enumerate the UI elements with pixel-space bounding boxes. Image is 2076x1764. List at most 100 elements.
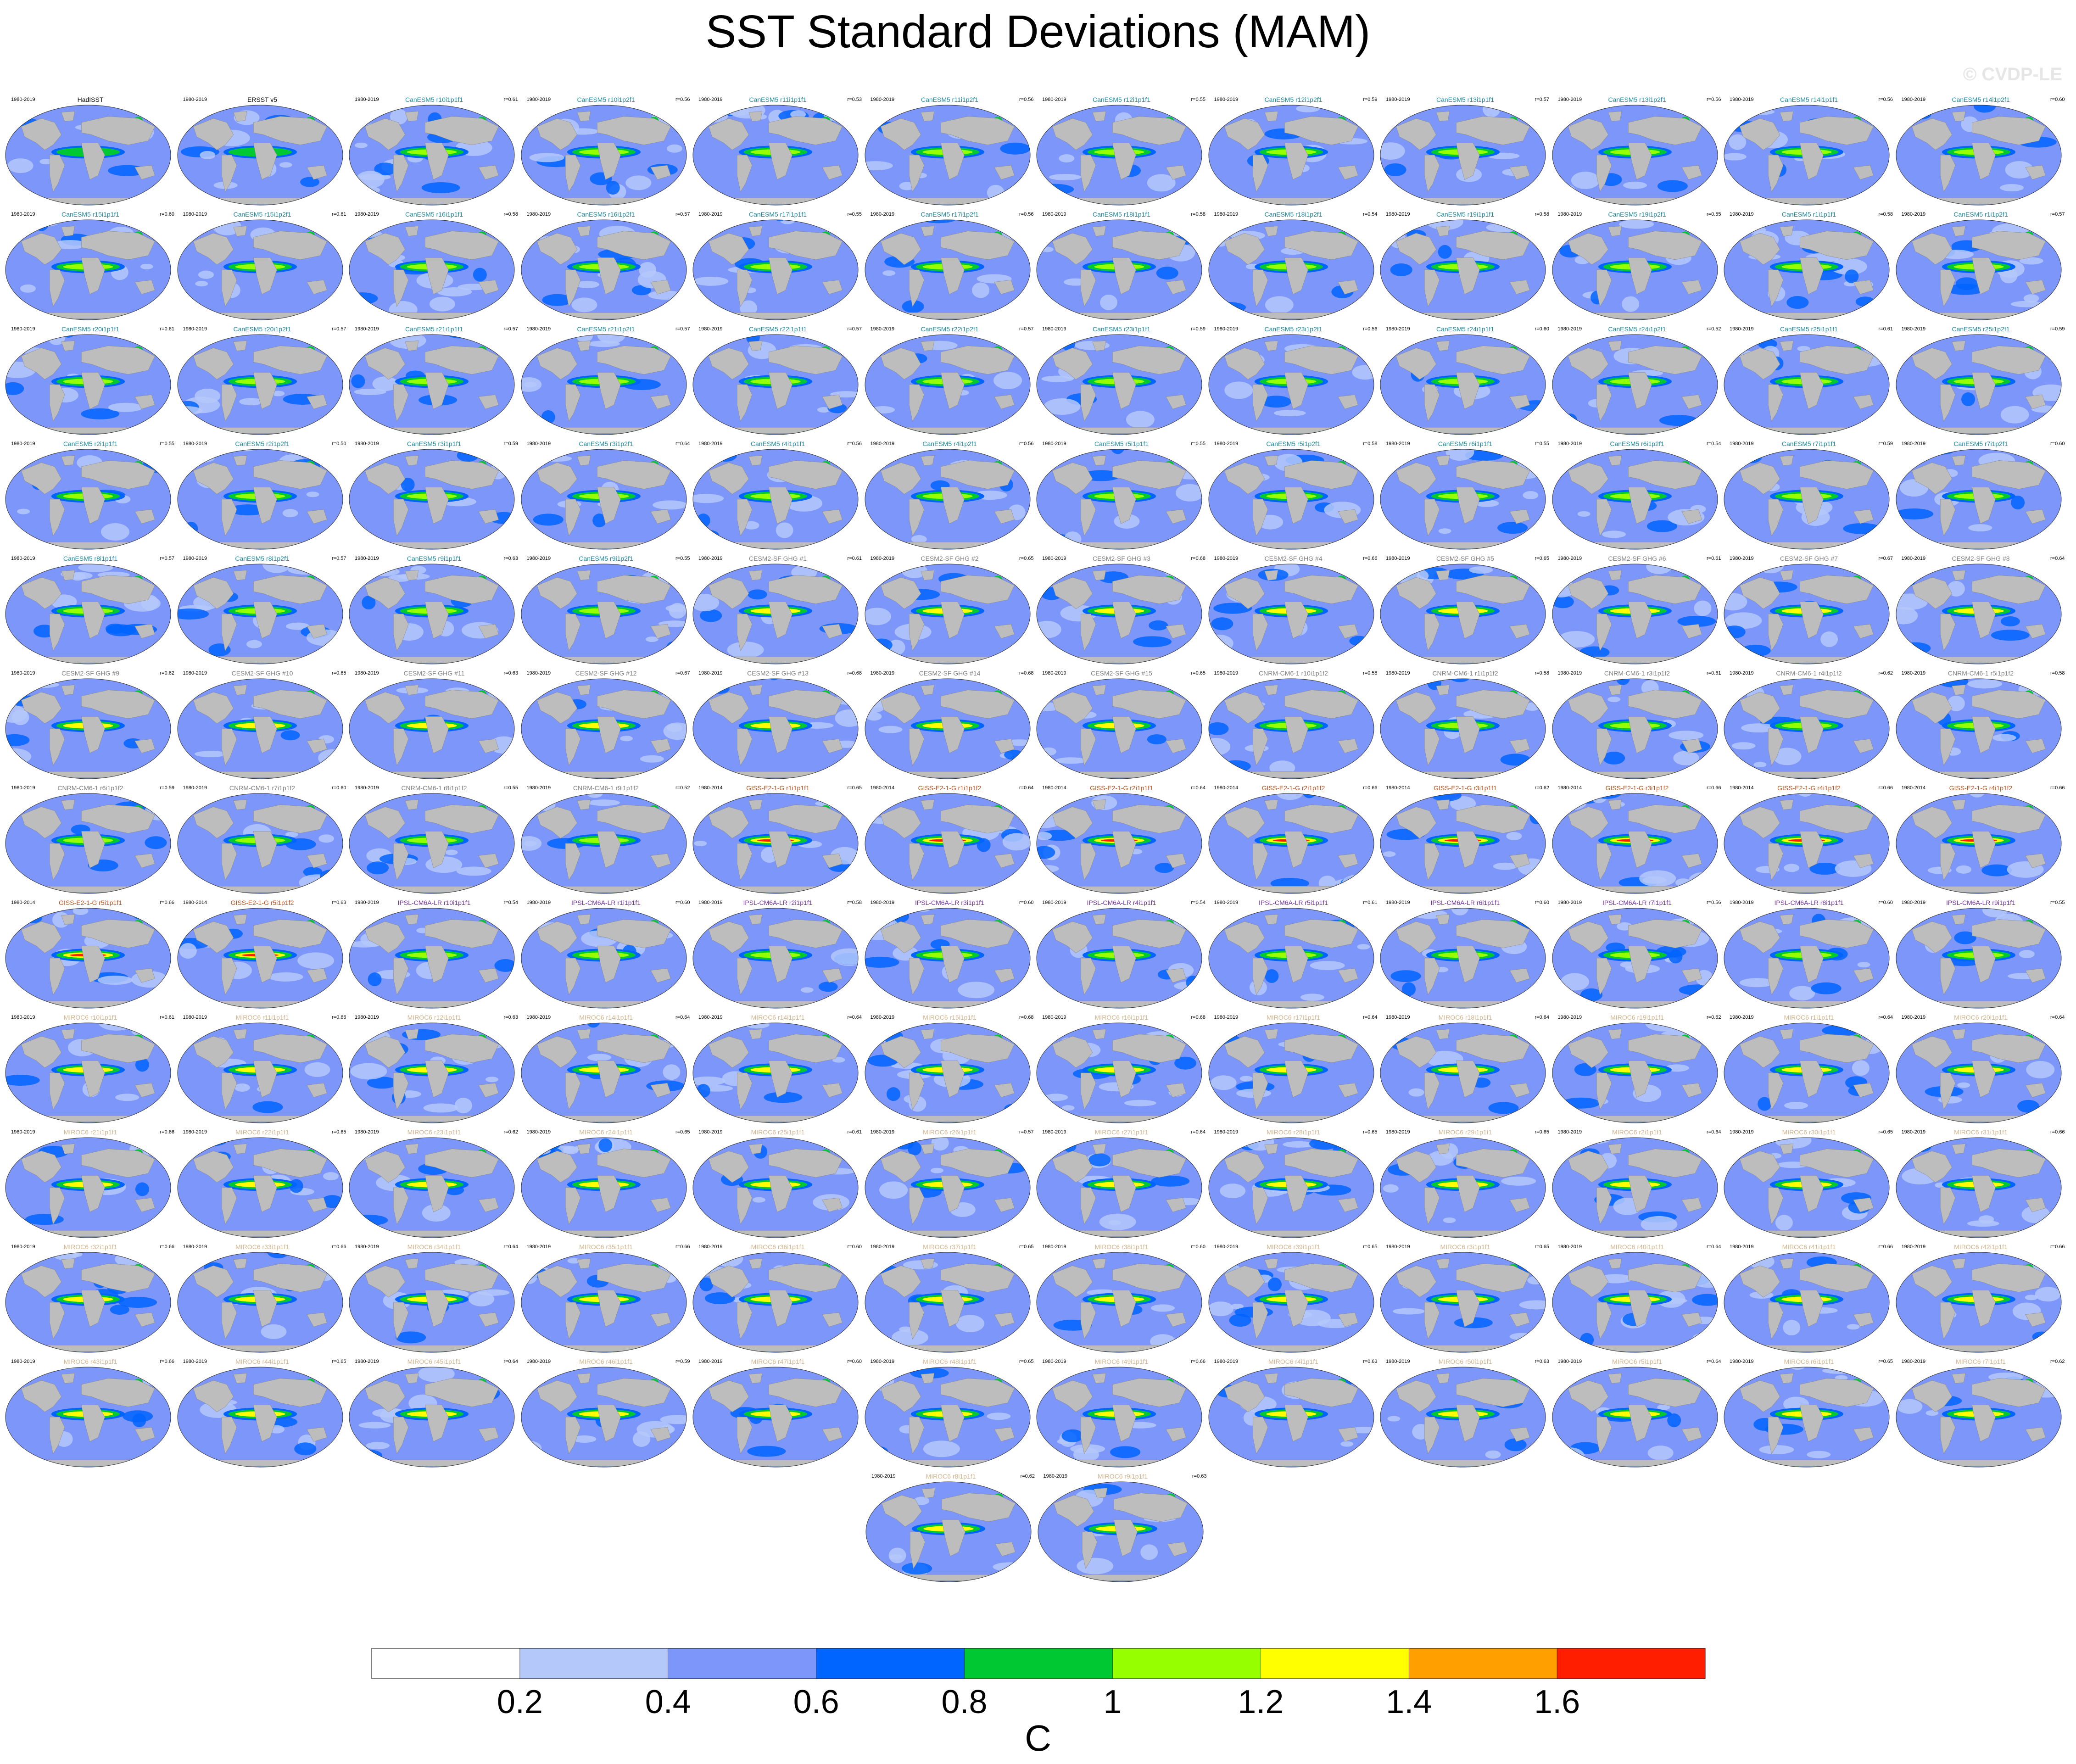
sst-patch [1352, 876, 1374, 891]
sst-patch [429, 296, 455, 312]
panel-pattern-correlation: r=0.66 [332, 1244, 346, 1250]
land [1971, 919, 2046, 949]
land [1853, 1312, 1874, 1327]
sst-map [177, 564, 343, 664]
sst-map [1896, 105, 2061, 206]
panel-pattern-correlation: r=0.65 [332, 1359, 346, 1364]
land [1743, 1000, 1870, 1007]
sst-patch [17, 508, 30, 514]
panel-years: 1980-2019 [526, 1015, 551, 1020]
panel-years: 1980-2019 [698, 670, 723, 676]
panel-title: CanESM5 r25i1p1f1 [1780, 325, 1838, 333]
sst-patch [1349, 636, 1368, 646]
sst-patch [1668, 949, 1682, 964]
land [24, 1345, 152, 1351]
land [1112, 831, 1136, 868]
sst-patch [368, 972, 382, 987]
land [21, 347, 62, 380]
panel-title: IPSL-CM6A-LR r6i1p1f1 [1430, 899, 1500, 906]
land [1228, 312, 1355, 319]
map-outline [177, 449, 343, 550]
land [1052, 462, 1093, 495]
sst-map [1380, 105, 1546, 206]
land [425, 1405, 449, 1442]
land [253, 487, 277, 524]
sst-patch [985, 449, 1018, 456]
sst-map [865, 678, 1030, 779]
sst-map [1208, 564, 1374, 664]
land [1456, 1061, 1480, 1098]
sst-patch [1438, 245, 1452, 259]
land [1228, 886, 1355, 893]
panel-title: CanESM5 r13i1p1f1 [1436, 96, 1495, 103]
sst-patch [378, 1138, 413, 1139]
sst-map [692, 219, 859, 320]
sst-map [5, 564, 171, 664]
land [233, 1144, 247, 1155]
sst-map [865, 1022, 1030, 1123]
panel-title: MIROC6 r9i1p1f1 [1098, 1473, 1148, 1480]
map-outline [1724, 678, 1890, 779]
land [748, 226, 763, 237]
land [884, 1230, 1011, 1237]
map-panel: 1980-2019 CNRM-CM6-1 r6i1p1f2 r=0.59 [5, 782, 176, 897]
land [1768, 384, 1784, 422]
sst-patch [1509, 1333, 1534, 1340]
land [1252, 1187, 1268, 1225]
map-panel: 1980-2019 MIROC6 r48i1p1f1 r=0.65 [864, 1356, 1036, 1471]
sst-patch [1556, 1447, 1585, 1465]
land [1284, 602, 1308, 639]
sst-patch [910, 1368, 949, 1379]
panel-years: 1980-2014 [1214, 785, 1239, 791]
sst-patch [2023, 294, 2039, 303]
land [393, 614, 409, 651]
sst-patch [1300, 994, 1324, 1001]
map-outline [1552, 793, 1718, 894]
land [1853, 968, 1874, 983]
sst-patch [81, 408, 120, 419]
land [1284, 1061, 1308, 1098]
panel-title: CanESM5 r14i1p1f1 [1780, 96, 1838, 103]
map-panel: 1980-2019 MIROC6 r22i1p1f1 r=0.65 [177, 1127, 348, 1241]
land [1915, 541, 2042, 548]
sst-map [1380, 1022, 1546, 1123]
land [1768, 1072, 1784, 1110]
panel-pattern-correlation: r=0.65 [675, 1129, 690, 1135]
sst-patch [645, 636, 659, 642]
land [1052, 692, 1093, 724]
panel-pattern-correlation: r=0.68 [1191, 1015, 1206, 1020]
map-panel: 1980-2019 CanESM5 r15i1p2f1 r=0.61 [177, 209, 348, 324]
land [709, 1380, 749, 1412]
land [1971, 690, 2046, 719]
panel-title: IPSL-CM6A-LR r10i1p1f1 [397, 899, 471, 906]
sst-patch [665, 604, 686, 612]
panel-title: CanESM5 r14i1p2f1 [1952, 96, 2010, 103]
panel-pattern-correlation: r=0.58 [2050, 670, 2065, 676]
land [769, 460, 843, 490]
sst-patch [319, 1138, 343, 1144]
sst-patch [1140, 1544, 1158, 1560]
land [993, 853, 1015, 868]
land [1112, 575, 1186, 604]
land [737, 1072, 753, 1110]
sst-patch [529, 153, 564, 162]
panel-years: 1980-2019 [1042, 212, 1066, 217]
panel-title: MIROC6 r46i1p1f1 [579, 1358, 633, 1365]
land [1112, 1290, 1136, 1327]
land [1228, 427, 1355, 434]
sst-map [865, 1137, 1030, 1238]
land [221, 1187, 237, 1225]
panel-title: CanESM5 r21i1p1f1 [405, 325, 463, 333]
land [1424, 269, 1440, 307]
land [233, 111, 247, 122]
sst-patch [358, 1422, 391, 1429]
land [1509, 738, 1530, 754]
land [1940, 1187, 1955, 1225]
sst-map [349, 908, 515, 1009]
sst-patch [1679, 984, 1718, 996]
land [1166, 1427, 1186, 1442]
land [1399, 1345, 1527, 1351]
land [21, 692, 62, 724]
panel-title: CanESM5 r4i1p1f1 [750, 440, 805, 447]
land [565, 728, 580, 766]
